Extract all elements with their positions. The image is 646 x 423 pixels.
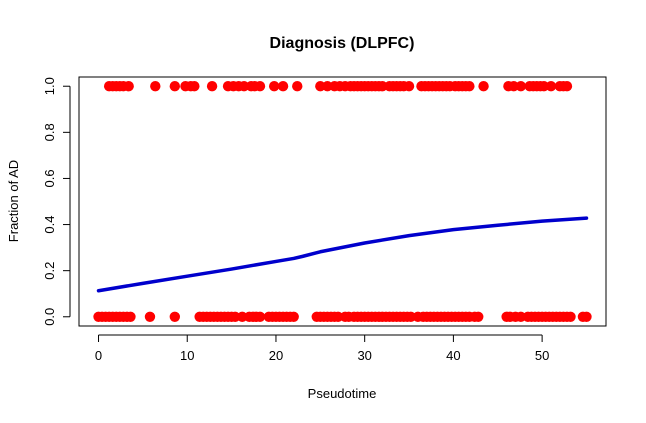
x-tick-label: 0: [95, 348, 102, 363]
data-point-control: [125, 311, 136, 322]
data-point-ad: [254, 81, 266, 92]
data-point-control: [565, 311, 576, 322]
y-tick-label: 0.8: [42, 123, 57, 141]
data-point-ad: [403, 81, 415, 92]
plot-area-border: [78, 76, 607, 327]
data-point-ad: [169, 81, 181, 92]
chart-title: Diagnosis (DLPFC): [270, 35, 415, 52]
data-point-ad: [206, 81, 218, 92]
x-tick-label: 20: [269, 348, 283, 363]
data-point-control: [144, 311, 156, 322]
data-point-ad: [478, 81, 489, 92]
y-tick-label: 0.4: [42, 216, 57, 234]
data-point-control: [473, 311, 484, 322]
data-point-ad: [545, 81, 557, 92]
y-tick-label: 0.0: [42, 308, 57, 326]
data-point-control: [169, 311, 181, 322]
x-tick-label: 10: [180, 348, 194, 363]
data-point-ad: [515, 81, 527, 92]
data-point-ad: [268, 81, 280, 92]
data-point-ad: [561, 81, 573, 92]
data-point-ad: [123, 81, 134, 92]
x-axis: 0 10 20 30 40 50: [95, 334, 549, 363]
x-tick-label: 50: [535, 348, 549, 363]
data-point-ad: [150, 81, 161, 92]
data-point-ad: [464, 81, 475, 92]
points-layer: [93, 81, 592, 322]
y-axis-label: Fraction of AD: [6, 160, 21, 242]
y-axis: 0.0 0.2 0.4 0.6 0.8 1.0: [42, 77, 71, 326]
y-tick-label: 0.6: [42, 169, 57, 187]
data-point-control: [581, 311, 592, 322]
y-tick-label: 1.0: [42, 77, 57, 95]
trend-line: [96, 216, 589, 293]
data-point-ad: [292, 81, 303, 92]
x-tick-label: 30: [357, 348, 371, 363]
data-point-ad: [189, 81, 200, 92]
trend-line-layer: [96, 216, 589, 293]
data-point-ad: [277, 81, 289, 92]
x-tick-label: 40: [446, 348, 460, 363]
x-axis-label: Pseudotime: [308, 386, 377, 401]
y-tick-label: 0.2: [42, 262, 57, 280]
data-point-control: [254, 311, 266, 322]
data-point-control: [288, 311, 299, 322]
